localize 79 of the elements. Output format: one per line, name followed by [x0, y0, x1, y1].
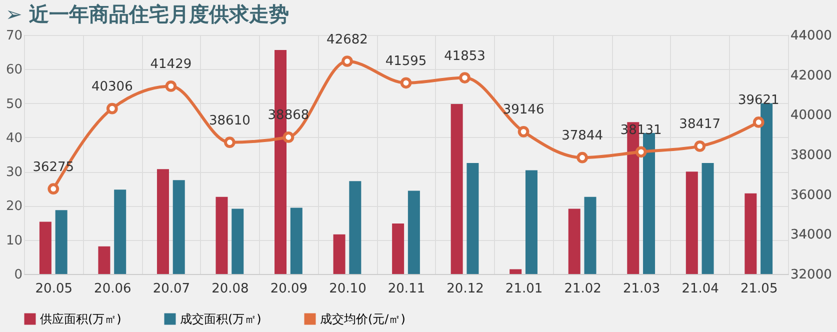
- y-tick-label: 40: [6, 130, 22, 146]
- legend-label: 成交面积(万㎡): [180, 312, 262, 326]
- bar: [643, 132, 656, 274]
- y-tick-label: 50: [6, 96, 22, 112]
- y-tick-label: 30: [6, 165, 22, 180]
- point: [459, 72, 470, 84]
- bar: [55, 210, 68, 274]
- bar: [114, 190, 126, 274]
- x-tick-label: 20.08: [212, 282, 249, 296]
- y2-tick-label: 34000: [790, 228, 832, 243]
- bar: [466, 163, 479, 274]
- bar: [156, 169, 169, 274]
- point: [518, 126, 530, 138]
- y2-tick-label: 36000: [790, 188, 832, 203]
- data-label: 37844: [562, 128, 603, 144]
- data-label: 38610: [209, 113, 250, 128]
- x-tick-label: 20.05: [35, 282, 72, 296]
- x-tick-label: 21.01: [505, 282, 543, 296]
- point: [694, 140, 706, 152]
- legend-label: 供应面积(万㎡): [40, 312, 122, 326]
- bar: [760, 103, 773, 274]
- point: [224, 136, 236, 148]
- bar: [568, 208, 580, 274]
- bar: [216, 196, 228, 274]
- point: [752, 116, 764, 128]
- point: [342, 56, 353, 67]
- bar: [510, 269, 522, 274]
- x-tick-label: 20.09: [270, 282, 308, 296]
- y2-tick-label: 40000: [790, 108, 832, 124]
- data-label: 41595: [385, 54, 427, 69]
- y2-tick-label: 32000: [790, 268, 832, 282]
- bar: [392, 223, 404, 274]
- y2-tick-label: 42000: [790, 68, 832, 84]
- y-tick-label: 20: [6, 199, 22, 214]
- x-tick-label: 21.03: [622, 282, 660, 296]
- bar: [525, 170, 538, 274]
- bar: [744, 193, 757, 274]
- x-tick-label: 21.04: [682, 282, 719, 296]
- data-label: 40306: [91, 80, 133, 95]
- x-tick-label: 20.12: [446, 282, 484, 296]
- bar: [686, 172, 698, 274]
- point: [282, 132, 294, 143]
- bar: [349, 181, 362, 274]
- chart-title: ➢ 近一年商品住宅月度供求走势: [5, 2, 290, 26]
- point: [106, 102, 118, 114]
- bar: [702, 163, 714, 274]
- bar: [408, 190, 420, 274]
- bar: [232, 208, 244, 274]
- point: [635, 146, 647, 158]
- point: [165, 80, 177, 92]
- y-tick-label: 0: [14, 268, 22, 282]
- y2-tick-label: 44000: [790, 28, 832, 44]
- bar: [584, 196, 596, 274]
- y-tick-label: 10: [6, 233, 22, 248]
- data-label: 38417: [679, 117, 721, 132]
- data-label: 42682: [326, 32, 368, 48]
- x-tick-label: 20.10: [329, 282, 366, 296]
- x-tick-label: 21.02: [564, 282, 602, 296]
- data-label: 41853: [444, 48, 486, 64]
- x-tick-label: 20.11: [388, 282, 426, 296]
- point: [48, 183, 60, 195]
- bar: [333, 234, 346, 274]
- data-label: 39621: [738, 93, 780, 108]
- data-label: 39146: [502, 102, 544, 118]
- bar: [290, 208, 302, 274]
- bar: [172, 180, 185, 274]
- x-tick-label: 20.07: [152, 282, 190, 296]
- y-tick-label: 60: [6, 62, 22, 78]
- data-label: 41429: [150, 57, 192, 72]
- point: [576, 152, 588, 164]
- y-tick-label: 70: [6, 28, 22, 44]
- point: [400, 77, 412, 89]
- y2-tick-label: 38000: [790, 148, 832, 163]
- legend-label: 成交均价(元/㎡): [320, 312, 406, 326]
- bar: [98, 246, 110, 274]
- x-tick-label: 20.06: [94, 282, 132, 296]
- bar: [39, 222, 52, 274]
- bar: [450, 104, 463, 274]
- x-tick-label: 21.05: [740, 282, 778, 296]
